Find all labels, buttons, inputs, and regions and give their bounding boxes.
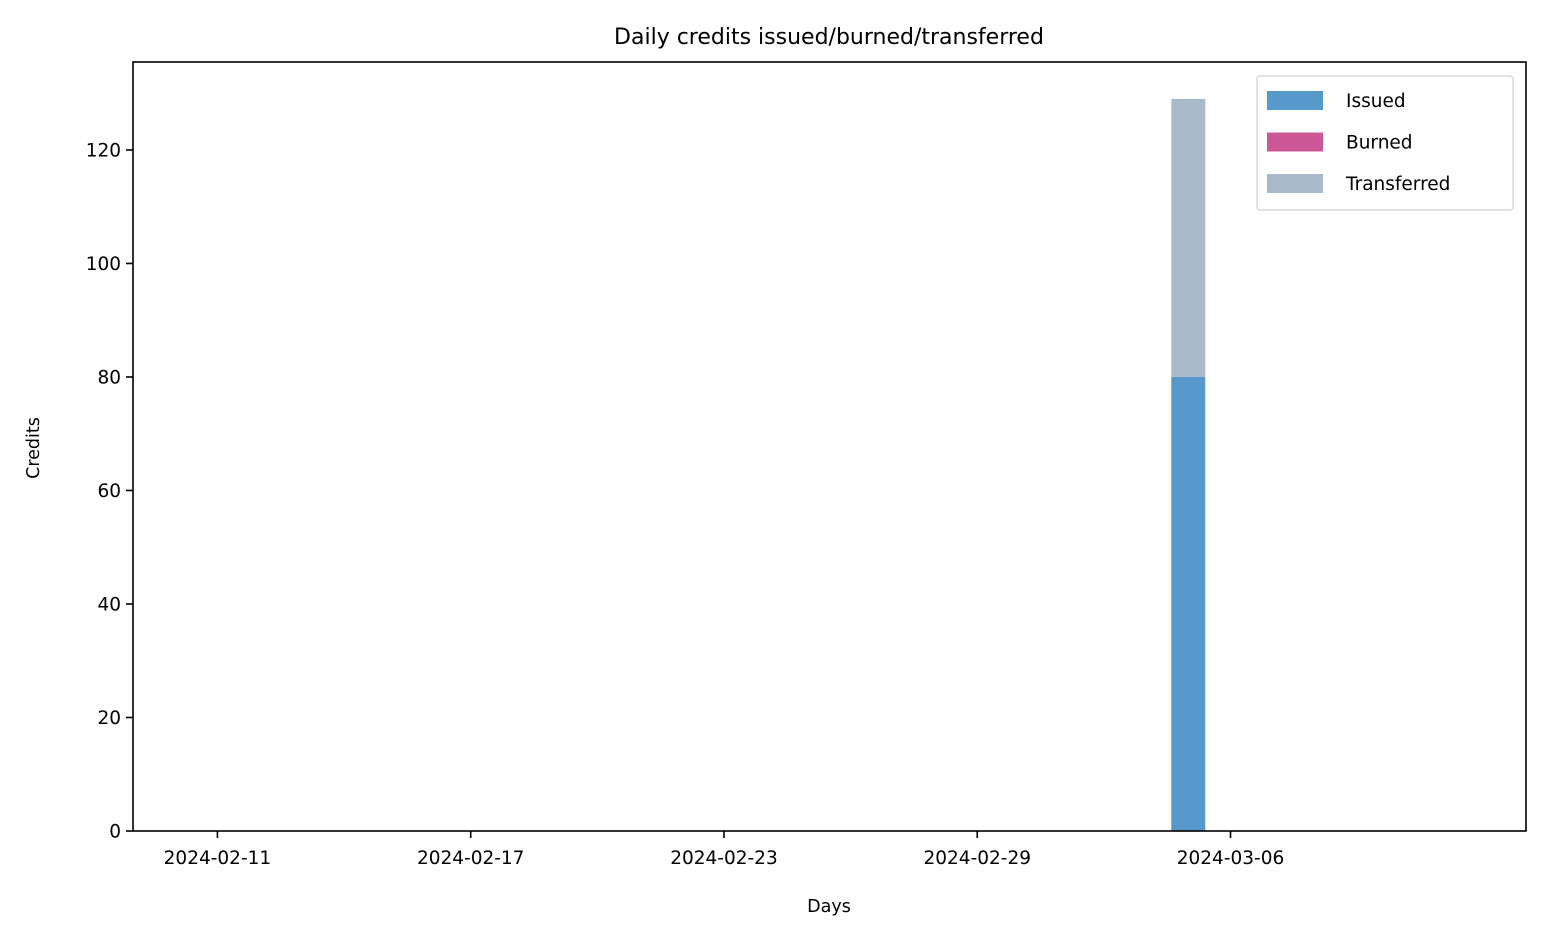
y-tick-label: 0	[109, 822, 121, 843]
x-axis-label: Days	[807, 897, 851, 917]
x-tick-label: 2024-02-11	[164, 848, 272, 869]
x-tick-label: 2024-02-17	[417, 848, 525, 869]
y-tick-label: 100	[86, 254, 121, 275]
x-tick-label: 2024-02-23	[670, 848, 778, 869]
x-tick-label: 2024-02-29	[923, 848, 1031, 869]
y-tick-label: 20	[97, 708, 121, 729]
bar-transferred-2024-03-05	[1171, 98, 1206, 377]
legend-swatch-issued	[1267, 91, 1323, 110]
legend-swatch-transferred	[1267, 174, 1323, 193]
bars-layer	[1171, 98, 1206, 831]
y-tick-label: 60	[97, 481, 121, 502]
y-tick-label: 80	[97, 367, 121, 388]
axes-layer: 0 20 40 60 80 100 120 2024-02-11 2024-02-17 2024-…	[86, 61, 1527, 869]
bar-issued-2024-03-05	[1171, 376, 1206, 831]
legend-swatch-burned	[1267, 132, 1323, 152]
x-tick-label: 2024-03-06	[1177, 848, 1285, 869]
legend-label-transferred: Transferred	[1345, 174, 1450, 195]
chart-title: Daily credits issued/burned/transferred	[614, 25, 1044, 50]
plot-frame	[132, 61, 1527, 832]
legend: Issued Burned Transferred	[1256, 75, 1514, 211]
y-tick-label: 40	[97, 594, 121, 615]
y-tick-label: 120	[86, 140, 121, 161]
legend-label-issued: Issued	[1346, 91, 1406, 112]
legend-label-burned: Burned	[1346, 133, 1413, 154]
y-axis-label: Credits	[24, 417, 44, 479]
